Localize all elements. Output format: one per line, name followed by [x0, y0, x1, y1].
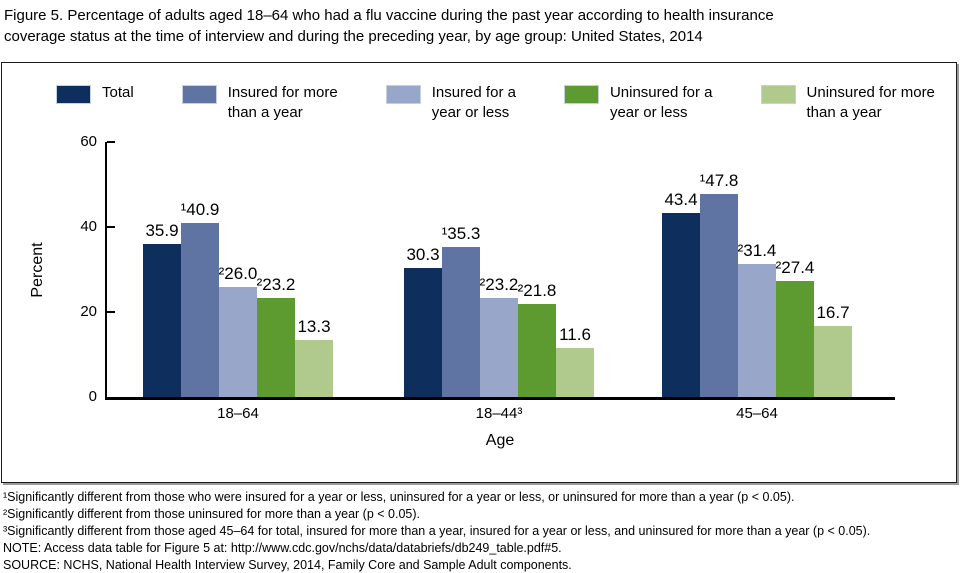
bar-wrap: ²26.0	[219, 264, 257, 397]
bar-wrap: 30.3	[404, 245, 442, 397]
bar-wrap: ²21.8	[518, 281, 556, 397]
bar-wrap: 13.3	[295, 317, 333, 397]
bar-wrap: ²31.4	[738, 241, 776, 397]
bar-value-label: ²23.2	[256, 275, 296, 295]
plot-area: Percent 0 20 40 60 Age 35.9 ¹40.9 ²26.0 ²23.2 1…	[2, 63, 956, 482]
bar-wrap: ²23.2	[480, 275, 518, 397]
legend-swatch	[181, 85, 217, 104]
chart-panel: Total Insured for more than a year Insured…	[1, 62, 957, 483]
x-axis-line	[105, 397, 895, 400]
legend-swatch	[56, 85, 91, 104]
y-tick-label: 40	[80, 218, 97, 235]
legend-label: Insured for a year or less	[431, 84, 516, 121]
bar-group: 35.9 ¹40.9 ²26.0 ²23.2 13.3	[143, 63, 333, 397]
bar-wrap: ¹35.3	[442, 224, 480, 397]
y-tick-label: 60	[80, 133, 97, 150]
bar-group: 30.3 ¹35.3 ²23.2 ²21.8 11.6	[404, 63, 594, 397]
bar-value-label: ²27.4	[775, 257, 815, 277]
footnote-note: NOTE: Access data table for Figure 5 at:…	[3, 541, 562, 555]
bar	[143, 244, 181, 397]
bar-value-label: 43.4	[664, 189, 698, 209]
footnote-source: SOURCE: NCHS, National Health Interview …	[3, 558, 572, 572]
bar	[219, 286, 257, 397]
figure-title-line2: coverage status at the time of interview…	[4, 28, 703, 45]
legend-label: Total	[102, 84, 134, 101]
x-axis-title: Age	[485, 432, 515, 449]
bar-value-label: ²23.2	[479, 275, 519, 295]
y-tick-label: 0	[88, 388, 97, 405]
x-axis-category-label: 18–64	[217, 405, 259, 422]
bar	[700, 193, 738, 397]
bar-wrap: ²23.2	[257, 275, 295, 397]
legend-label: Uninsured for more than a year	[806, 84, 935, 121]
legend-item: Total	[56, 83, 134, 123]
bar	[295, 340, 333, 397]
bar-wrap: 16.7	[814, 303, 852, 397]
bar-group: 43.4 ¹47.8 ²31.4 ²27.4 16.7	[662, 63, 852, 397]
x-axis-category-label: 45–64	[736, 405, 778, 422]
bar-value-label: 13.3	[297, 317, 331, 337]
figure-title: Figure 5. Percentage of adults aged 18–6…	[4, 5, 954, 47]
figure-title-line1: Figure 5. Percentage of adults aged 18–6…	[4, 7, 774, 24]
legend-swatch	[760, 85, 796, 104]
footnote-3: ³Significantly different from those aged…	[3, 524, 871, 538]
bar	[556, 347, 594, 397]
bar	[776, 280, 814, 397]
bar	[181, 223, 219, 397]
bar-value-label: ¹35.3	[441, 223, 481, 243]
y-axis-title: Percent	[29, 242, 46, 298]
bar-value-label: ²21.8	[517, 281, 557, 301]
bar	[404, 268, 442, 397]
bar-wrap: 43.4	[662, 190, 700, 397]
bar	[257, 298, 295, 397]
bar-value-label: 35.9	[145, 221, 179, 241]
bar-wrap: 35.9	[143, 221, 181, 397]
bar-wrap: ¹40.9	[181, 200, 219, 397]
legend: Total Insured for more than a year Insured…	[56, 83, 935, 123]
legend-item: Insured for more than a year	[181, 83, 338, 123]
footnotes: ¹Significantly different from those who …	[3, 489, 957, 573]
footnote-2: ²Significantly different from those unin…	[3, 507, 420, 521]
legend-swatch	[385, 85, 421, 104]
bar-wrap: 11.6	[556, 325, 594, 397]
legend-label: Insured for more than a year	[227, 84, 338, 121]
bar-value-label: ¹47.8	[699, 170, 739, 190]
bar	[814, 326, 852, 397]
bar	[662, 212, 700, 397]
bar-wrap: ¹47.8	[700, 171, 738, 397]
bar-wrap: ²27.4	[776, 258, 814, 397]
legend-item: Uninsured for a year or less	[563, 83, 713, 123]
footnote-1: ¹Significantly different from those who …	[3, 490, 795, 504]
bar-value-label: ²31.4	[737, 240, 777, 260]
legend-item: Uninsured for more than a year	[760, 83, 935, 123]
bar-value-label: ¹40.9	[180, 200, 220, 220]
y-tick-mark	[107, 226, 115, 228]
y-tick-mark	[107, 311, 115, 313]
y-tick-label: 20	[80, 303, 97, 320]
bar-value-label: 16.7	[816, 303, 850, 323]
legend-label: Uninsured for a year or less	[609, 84, 713, 121]
bar-value-label: ²26.0	[218, 263, 258, 283]
bar	[518, 304, 556, 397]
y-tick-mark	[107, 141, 115, 143]
bar	[738, 263, 776, 397]
legend-item: Insured for a year or less	[385, 83, 516, 123]
y-axis-line	[105, 142, 107, 400]
bar	[442, 246, 480, 397]
bar-value-label: 11.6	[559, 324, 591, 344]
bar-value-label: 30.3	[406, 245, 440, 265]
legend-swatch	[563, 85, 599, 104]
bar	[480, 298, 518, 397]
x-axis-category-label: 18–44³	[475, 405, 523, 422]
